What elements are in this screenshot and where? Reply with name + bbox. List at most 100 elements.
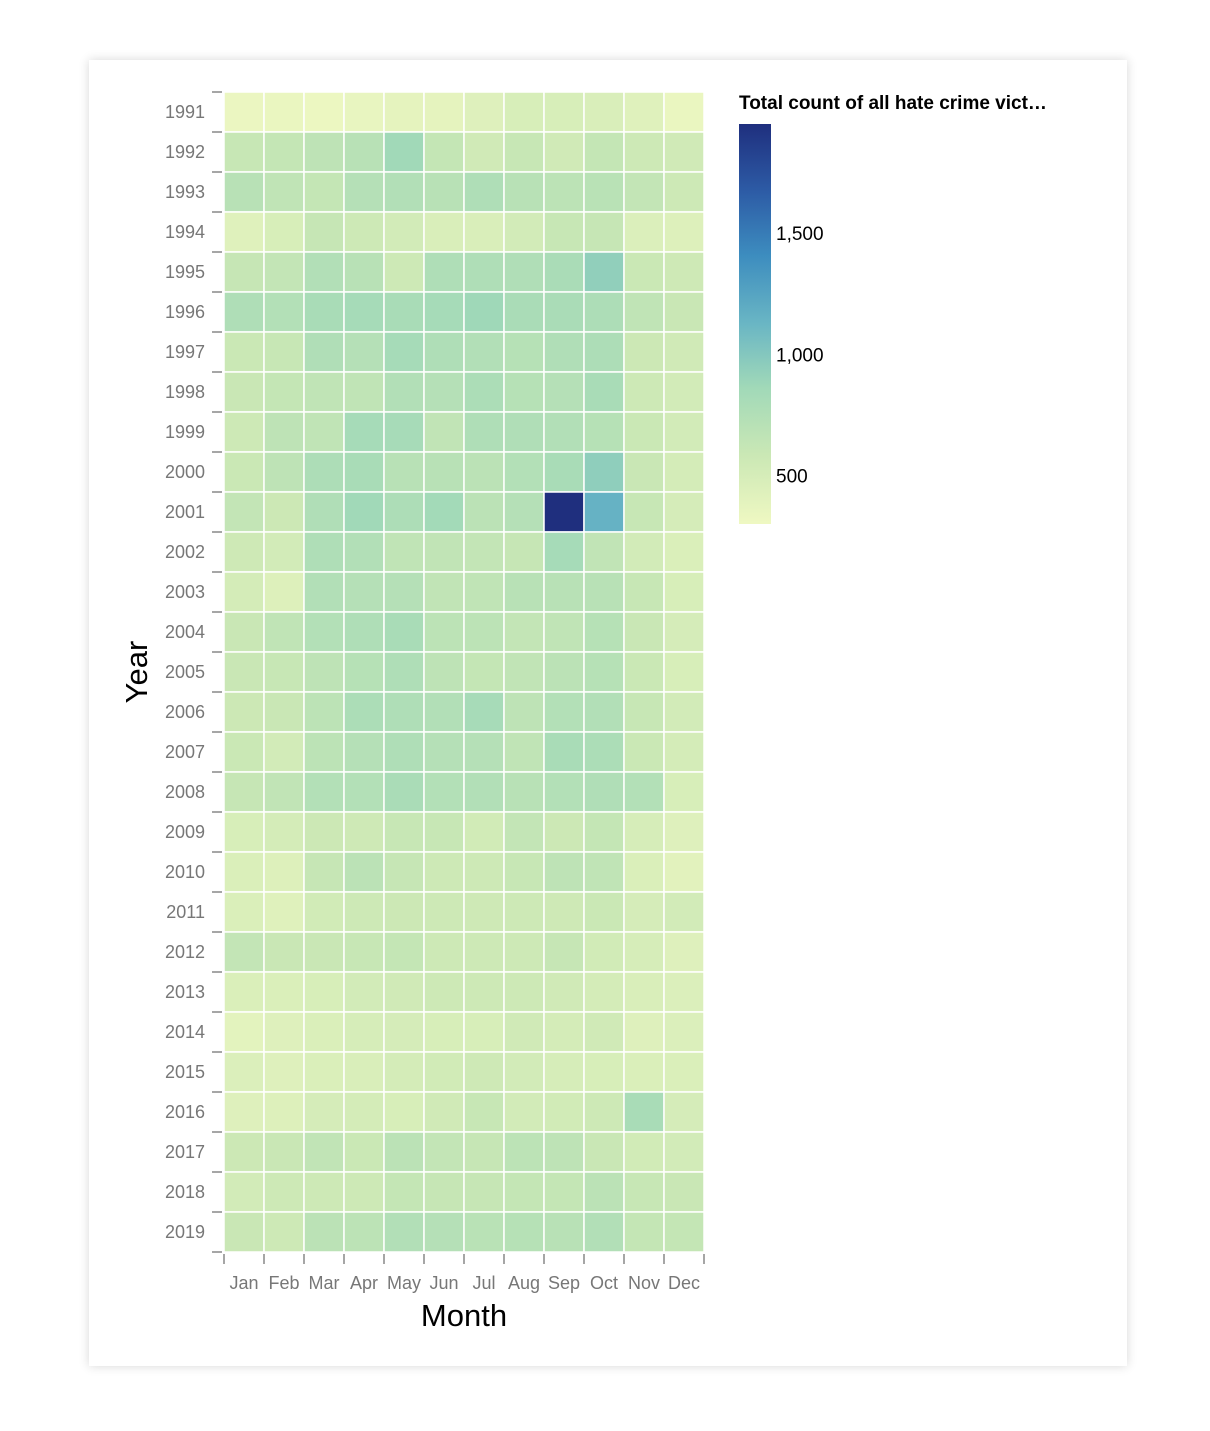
heatmap-cells xyxy=(223,91,705,1253)
heatmap-cell-1991-Jun xyxy=(423,91,465,133)
heatmap-cell-1993-Sep xyxy=(543,171,585,213)
heatmap-cell-2004-Mar xyxy=(303,611,345,653)
heatmap-cell-2007-Jun xyxy=(423,731,465,773)
y-tick-label: 2000 xyxy=(165,462,205,482)
heatmap-cell-2006-Jul xyxy=(463,691,505,733)
heatmap-cell-1998-Jan xyxy=(223,371,265,413)
heatmap-cell-2018-Apr xyxy=(343,1171,385,1213)
y-tick-label: 2008 xyxy=(165,782,205,802)
heatmap-cell-1991-Mar xyxy=(303,91,345,133)
heatmap-cell-1995-Oct xyxy=(583,251,625,293)
heatmap-cell-2012-Oct xyxy=(583,931,625,973)
heatmap-cell-2016-Jun xyxy=(423,1091,465,1133)
heatmap-cell-2005-Oct xyxy=(583,651,625,693)
y-tick-label: 1998 xyxy=(165,382,205,402)
heatmap-cell-1997-Mar xyxy=(303,331,345,373)
heatmap-cell-1997-Feb xyxy=(263,331,305,373)
heatmap-cell-2002-Jul xyxy=(463,531,505,573)
heatmap-cell-2017-May xyxy=(383,1131,425,1173)
y-axis: 1991 1992 1993 1994 1995 1996 1997 1998 1999 2000… xyxy=(165,91,222,1253)
heatmap-cell-1993-Oct xyxy=(583,171,625,213)
heatmap-cell-1991-Jan xyxy=(223,91,265,133)
heatmap-cell-1996-May xyxy=(383,291,425,333)
heatmap-cell-2001-May xyxy=(383,491,425,533)
heatmap-cell-2017-Mar xyxy=(303,1131,345,1173)
heatmap-cell-2003-Oct xyxy=(583,571,625,613)
heatmap-cell-2019-Dec xyxy=(663,1211,705,1253)
heatmap-cell-2010-Nov xyxy=(623,851,665,893)
heatmap-cell-2019-Aug xyxy=(503,1211,545,1253)
heatmap-cell-1993-Dec xyxy=(663,171,705,213)
heatmap-cell-2011-Jun xyxy=(423,891,465,933)
y-tick-label: 2003 xyxy=(165,582,205,602)
heatmap-cell-2004-Feb xyxy=(263,611,305,653)
heatmap-cell-1996-Feb xyxy=(263,291,305,333)
y-tick-label: 2010 xyxy=(165,862,205,882)
heatmap-cell-2018-Jan xyxy=(223,1171,265,1213)
heatmap-cell-2014-Feb xyxy=(263,1011,305,1053)
y-tick-label: 2002 xyxy=(165,542,205,562)
heatmap-cell-2005-Mar xyxy=(303,651,345,693)
heatmap-cell-2008-Feb xyxy=(263,771,305,813)
y-tick-label: 2015 xyxy=(165,1062,205,1082)
heatmap-cell-2003-Feb xyxy=(263,571,305,613)
heatmap-cell-2006-Aug xyxy=(503,691,545,733)
heatmap-cell-1998-Jun xyxy=(423,371,465,413)
heatmap-cell-2012-May xyxy=(383,931,425,973)
heatmap-cell-1991-Dec xyxy=(663,91,705,133)
heatmap-cell-2003-Jun xyxy=(423,571,465,613)
heatmap-cell-1995-Jun xyxy=(423,251,465,293)
heatmap-cell-2003-Aug xyxy=(503,571,545,613)
heatmap-cell-2004-Aug xyxy=(503,611,545,653)
heatmap-cell-2005-May xyxy=(383,651,425,693)
heatmap-cell-2002-Jun xyxy=(423,531,465,573)
heatmap-cell-2002-Apr xyxy=(343,531,385,573)
heatmap-cell-1998-Apr xyxy=(343,371,385,413)
legend-tick-label: 1,000 xyxy=(776,345,824,366)
heatmap-cell-2012-Jul xyxy=(463,931,505,973)
heatmap-cell-2015-Dec xyxy=(663,1051,705,1093)
heatmap-cell-2009-Aug xyxy=(503,811,545,853)
heatmap-cell-1997-Sep xyxy=(543,331,585,373)
heatmap-cell-2000-Nov xyxy=(623,451,665,493)
heatmap-cell-2019-Feb xyxy=(263,1211,305,1253)
heatmap-cell-2013-Dec xyxy=(663,971,705,1013)
heatmap-cell-2010-May xyxy=(383,851,425,893)
y-tick-label: 1993 xyxy=(165,182,205,202)
heatmap-cell-1999-Feb xyxy=(263,411,305,453)
heatmap-cell-2007-Nov xyxy=(623,731,665,773)
heatmap-cell-1994-Mar xyxy=(303,211,345,253)
heatmap-cell-2019-Jun xyxy=(423,1211,465,1253)
heatmap-cell-1992-May xyxy=(383,131,425,173)
heatmap-cell-2019-Jan xyxy=(223,1211,265,1253)
heatmap-cell-1997-Apr xyxy=(343,331,385,373)
heatmap-cell-2004-Jul xyxy=(463,611,505,653)
heatmap-cell-2017-Sep xyxy=(543,1131,585,1173)
heatmap-cell-2003-Jan xyxy=(223,571,265,613)
heatmap-cell-2008-Oct xyxy=(583,771,625,813)
heatmap-cell-2000-Oct xyxy=(583,451,625,493)
heatmap-cell-1995-Mar xyxy=(303,251,345,293)
heatmap-cell-2001-Apr xyxy=(343,491,385,533)
heatmap-cell-2011-Mar xyxy=(303,891,345,933)
heatmap-cell-2014-Sep xyxy=(543,1011,585,1053)
heatmap-cell-2010-Dec xyxy=(663,851,705,893)
heatmap-cell-2011-Dec xyxy=(663,891,705,933)
heatmap-cell-1991-May xyxy=(383,91,425,133)
heatmap-cell-2010-Feb xyxy=(263,851,305,893)
heatmap-cell-2006-Nov xyxy=(623,691,665,733)
heatmap-cell-2012-Nov xyxy=(623,931,665,973)
heatmap-cell-1997-Aug xyxy=(503,331,545,373)
heatmap-cell-1998-Oct xyxy=(583,371,625,413)
heatmap-cell-2006-Feb xyxy=(263,691,305,733)
heatmap-cell-1993-Feb xyxy=(263,171,305,213)
heatmap-cell-1993-May xyxy=(383,171,425,213)
heatmap-cell-1997-Jun xyxy=(423,331,465,373)
heatmap-cell-2002-Sep xyxy=(543,531,585,573)
heatmap-cell-2007-Aug xyxy=(503,731,545,773)
heatmap-cell-2013-Nov xyxy=(623,971,665,1013)
y-tick-label: 2009 xyxy=(165,822,205,842)
heatmap-cell-2018-Jul xyxy=(463,1171,505,1213)
heatmap-cell-2015-Feb xyxy=(263,1051,305,1093)
